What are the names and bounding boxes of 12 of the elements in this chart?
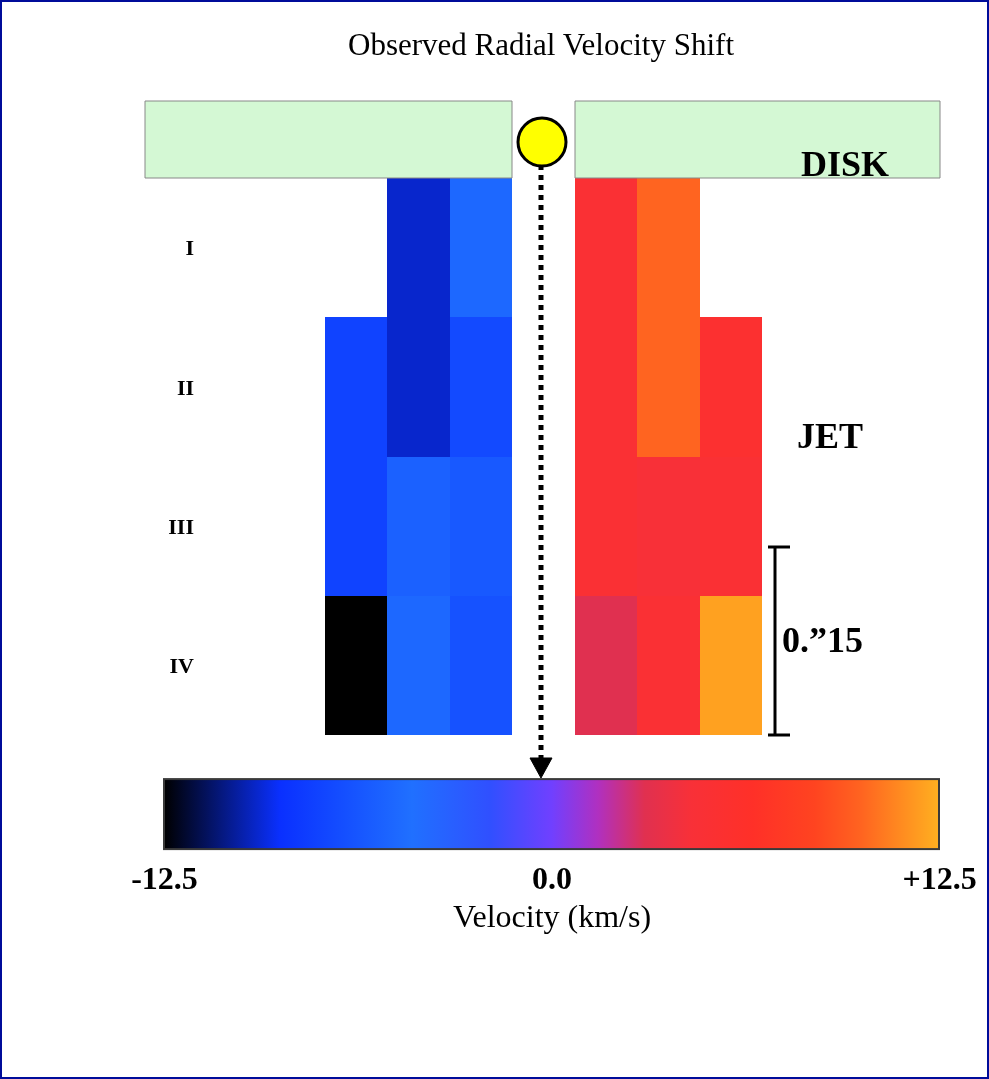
text: 0.”15 bbox=[782, 620, 863, 660]
y-tick-label: IV bbox=[169, 653, 195, 679]
text: JET bbox=[797, 416, 864, 456]
color-bar-title: Velocity (km/s) bbox=[452, 898, 652, 934]
y-tick-label: I bbox=[185, 235, 194, 261]
color-bar-label: -12.5 bbox=[131, 860, 198, 896]
text: DISK bbox=[801, 144, 890, 184]
color-bar-label: 0.0 bbox=[532, 860, 572, 896]
y-tick-label: III bbox=[168, 513, 194, 539]
chart-title: Observed Radial Velocity Shift bbox=[348, 27, 735, 62]
color-bar-label: +12.5 bbox=[902, 860, 977, 896]
y-tick-label: II bbox=[176, 374, 194, 400]
